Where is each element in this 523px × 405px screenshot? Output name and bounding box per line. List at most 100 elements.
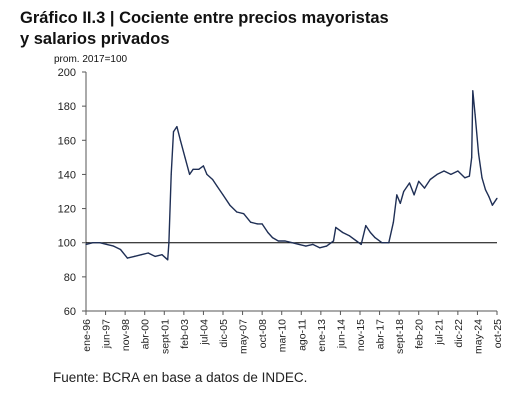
data-point: [236, 211, 238, 213]
data-point: [85, 243, 87, 245]
x-tick-label: jul-21: [433, 319, 445, 346]
y-tick-label: 100: [58, 238, 76, 250]
data-point: [342, 231, 344, 234]
data-point: [192, 168, 194, 170]
data-point: [468, 175, 470, 177]
data-point: [471, 156, 473, 158]
data-point: [484, 189, 487, 191]
x-tick-label: jun-97: [101, 319, 113, 349]
series-line: [85, 90, 498, 261]
data-point: [271, 237, 274, 239]
x-tick-label: mar-10: [277, 319, 289, 352]
x-tick-label: nov-98: [120, 319, 132, 351]
chart-title-line-2: y salarios privados: [20, 30, 170, 48]
data-point: [450, 173, 452, 175]
y-tick-label: 140: [58, 169, 76, 181]
data-point: [198, 168, 200, 170]
data-point: [457, 170, 459, 172]
data-point: [392, 221, 394, 223]
data-point: [396, 194, 398, 196]
data-point: [436, 173, 438, 175]
unit-label: prom. 2017=100: [54, 54, 128, 65]
data-point: [92, 242, 94, 244]
data-point: [222, 194, 224, 196]
data-point: [349, 235, 351, 237]
chart-title-line-1: Gráfico II.3 | Cociente entre precios ma…: [20, 9, 389, 27]
x-tick-label: oct-25: [492, 319, 504, 348]
x-tick-label: ene-13: [316, 319, 328, 352]
data-point: [413, 194, 415, 196]
data-point: [491, 204, 493, 206]
data-point: [418, 180, 420, 182]
data-point: [184, 156, 186, 158]
data-point: [154, 255, 156, 257]
data-point: [472, 90, 474, 92]
y-tick-label: 180: [58, 101, 76, 113]
data-point: [332, 240, 335, 242]
data-point: [423, 187, 426, 189]
x-tick-label: jun-14: [335, 319, 347, 349]
x-tick-label: sept-18: [394, 319, 406, 354]
data-point: [267, 231, 269, 234]
x-tick-label: jul-04: [198, 319, 210, 346]
data-point: [381, 242, 383, 244]
x-tick-label: nov-15: [355, 319, 367, 351]
data-point: [202, 165, 204, 167]
data-point: [176, 126, 178, 128]
data-point: [106, 243, 108, 245]
data-point: [355, 240, 358, 242]
y-tick-label: 120: [58, 204, 76, 216]
source-note: Fuente: BCRA en base a datos de INDEC.: [53, 370, 308, 385]
data-point: [403, 190, 405, 193]
data-point: [243, 213, 245, 215]
data-point: [113, 245, 115, 247]
data-point: [319, 247, 321, 249]
data-point: [140, 254, 142, 256]
x-tick-label: ene-96: [81, 319, 93, 352]
x-tick-label: abr-17: [375, 319, 387, 350]
data-point: [250, 221, 252, 223]
data-point: [119, 248, 122, 251]
data-point: [261, 223, 263, 225]
x-tick-label: oct-08: [257, 319, 269, 348]
data-point: [429, 178, 431, 181]
data-point: [284, 240, 286, 242]
data-point: [481, 177, 483, 179]
data-point: [147, 252, 149, 254]
x-tick-label: dic-22: [453, 319, 465, 348]
data-point: [369, 231, 371, 234]
y-tick-label: 80: [64, 272, 76, 284]
data-point: [365, 225, 367, 227]
data-point: [388, 242, 390, 244]
data-point: [167, 259, 169, 261]
y-tick-label: 200: [58, 67, 76, 79]
data-point: [496, 197, 498, 199]
x-tick-label: may-07: [238, 319, 250, 354]
data-point: [399, 202, 401, 204]
data-point: [443, 170, 445, 172]
data-point: [478, 153, 480, 155]
data-point: [206, 173, 208, 175]
data-point: [133, 255, 135, 257]
data-point: [312, 243, 314, 245]
data-point: [216, 185, 218, 187]
data-point: [305, 245, 307, 247]
x-tick-label: may-24: [472, 319, 484, 354]
x-tick-label: feb-03: [179, 319, 191, 349]
data-point: [464, 177, 466, 179]
x-tick-label: sept-01: [159, 319, 171, 354]
chart-title: Gráfico II.3 | Cociente entre precios ma…: [20, 8, 500, 50]
data-point: [474, 114, 476, 116]
data-point: [488, 196, 490, 198]
x-tick-label: abr-00: [140, 319, 152, 350]
data-point: [126, 257, 128, 259]
x-tick-label: dic-05: [218, 319, 230, 348]
data-point: [326, 245, 328, 247]
data-point: [360, 243, 362, 245]
data-point: [335, 226, 337, 228]
data-point: [170, 173, 172, 175]
data-point: [229, 204, 231, 206]
data-point: [374, 237, 376, 239]
data-point: [161, 254, 163, 256]
